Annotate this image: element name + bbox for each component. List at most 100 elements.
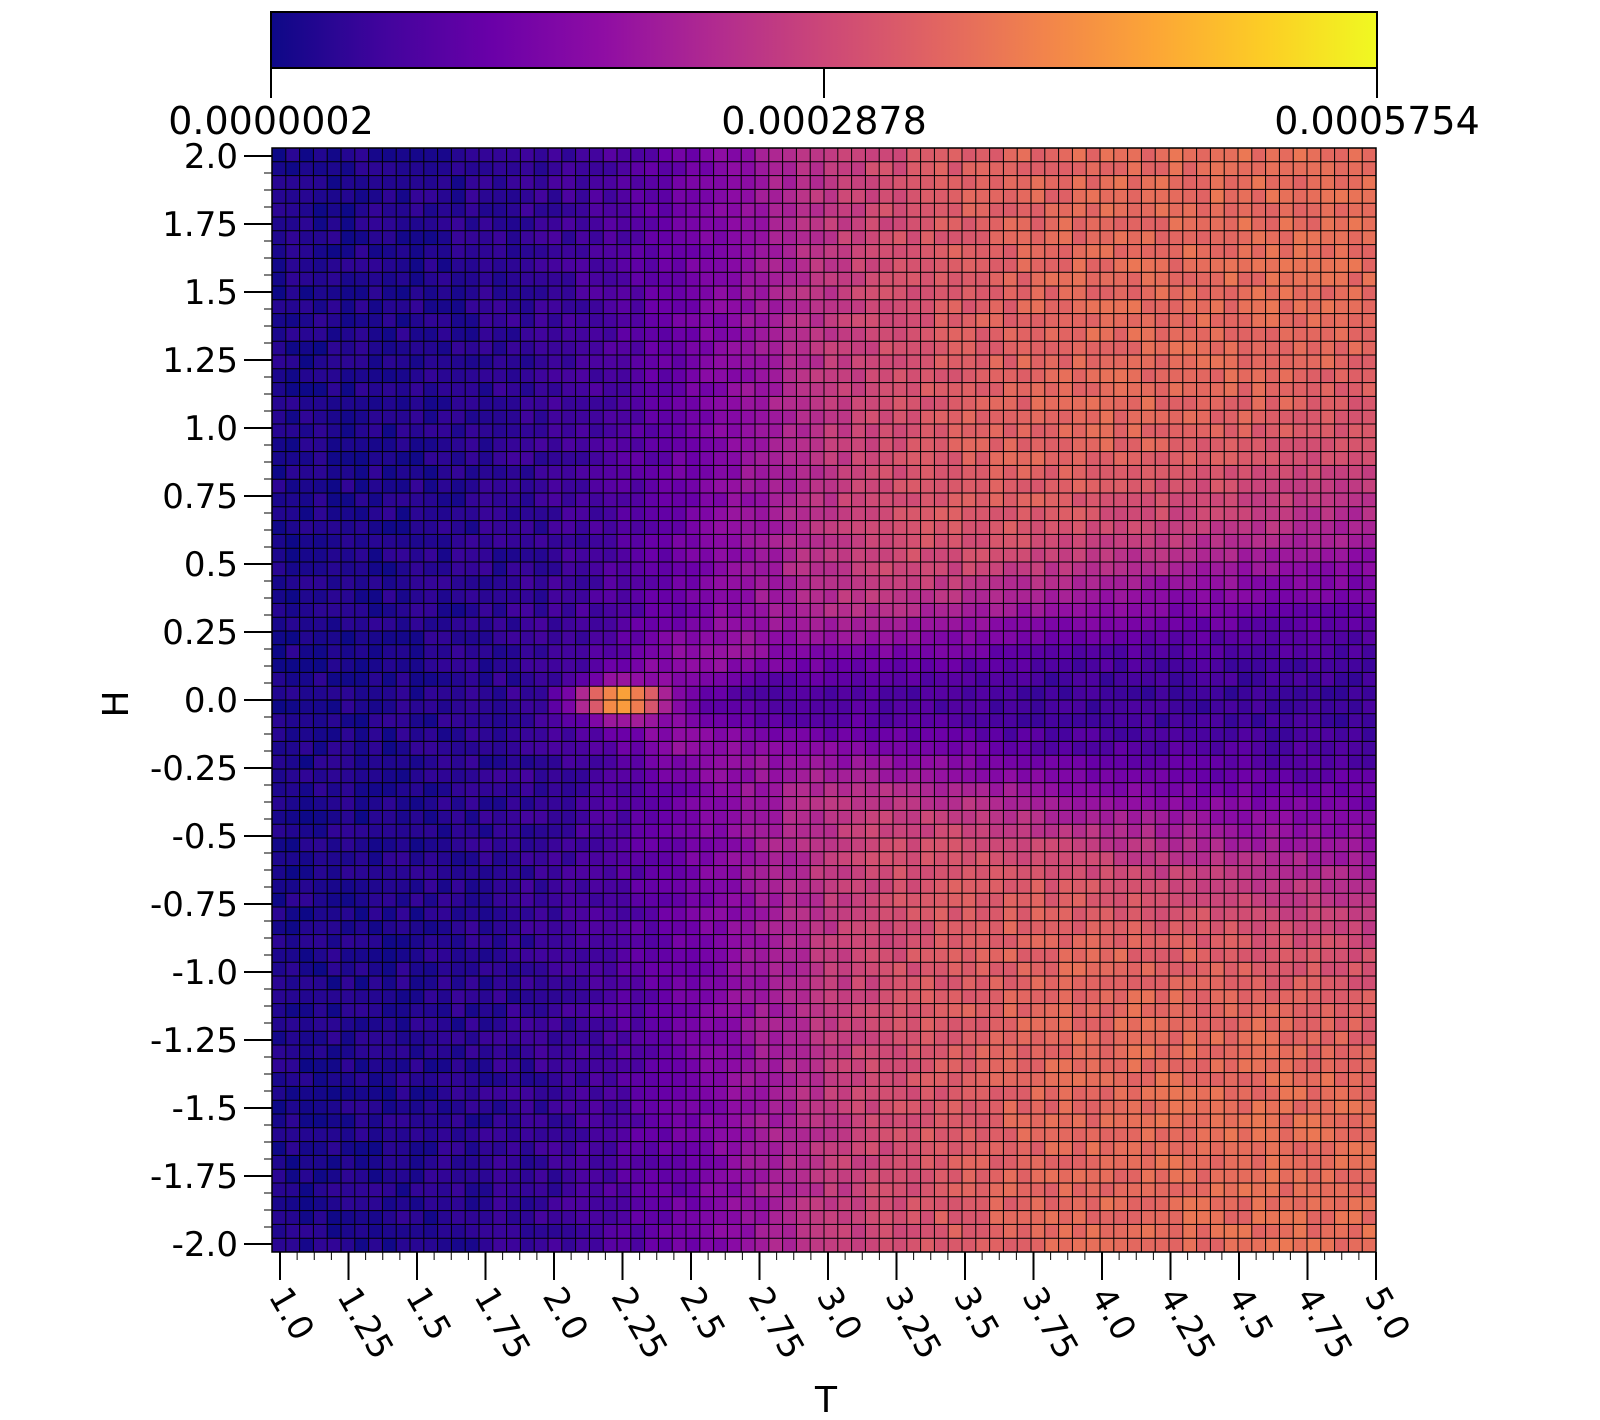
heatmap-cell: [644, 520, 659, 535]
heatmap-cell: [506, 741, 521, 756]
heatmap-cell: [589, 203, 604, 218]
heatmap-cell: [672, 424, 687, 439]
heatmap-cell: [341, 976, 356, 991]
heatmap-cell: [1017, 161, 1032, 176]
heatmap-cell: [824, 700, 839, 715]
heatmap-cell: [1320, 382, 1335, 397]
heatmap-cell: [1265, 368, 1280, 383]
heatmap-cell: [396, 286, 411, 301]
heatmap-cell: [1072, 920, 1087, 935]
heatmap-cell: [1169, 879, 1184, 894]
heatmap-cell: [1279, 976, 1294, 991]
heatmap-cell: [1307, 617, 1322, 632]
heatmap-cell: [851, 989, 866, 1004]
heatmap-cell: [575, 713, 590, 728]
heatmap-cell: [1307, 203, 1322, 218]
heatmap-cell: [1086, 189, 1101, 204]
heatmap-cell: [810, 824, 825, 839]
heatmap-cell: [1307, 451, 1322, 466]
heatmap-cell: [617, 520, 632, 535]
heatmap-cell: [975, 672, 990, 687]
heatmap-cell: [1113, 948, 1128, 963]
heatmap-cell: [630, 272, 645, 287]
heatmap-cell: [865, 161, 880, 176]
heatmap-cell: [1251, 851, 1266, 866]
heatmap-cell: [575, 769, 590, 784]
heatmap-cell: [796, 341, 811, 356]
heatmap-cell: [920, 603, 935, 618]
heatmap-cell: [1182, 161, 1197, 176]
heatmap-cell: [382, 755, 397, 770]
heatmap-cell: [1348, 658, 1363, 673]
heatmap-cell: [1141, 424, 1156, 439]
heatmap-cell: [575, 258, 590, 273]
heatmap-cell: [603, 396, 618, 411]
heatmap-cell: [658, 161, 673, 176]
heatmap-cell: [1141, 575, 1156, 590]
heatmap-cell: [1334, 658, 1349, 673]
heatmap-cell: [989, 782, 1004, 797]
heatmap-cell: [962, 824, 977, 839]
heatmap-cell: [630, 451, 645, 466]
heatmap-cell: [285, 299, 300, 314]
heatmap-cell: [1127, 893, 1142, 908]
heatmap-cell: [1127, 631, 1142, 646]
heatmap-cell: [423, 907, 438, 922]
heatmap-cell: [1100, 230, 1115, 245]
heatmap-cell: [1279, 589, 1294, 604]
heatmap-cell: [962, 272, 977, 287]
heatmap-cell: [368, 368, 383, 383]
heatmap-cell: [396, 755, 411, 770]
heatmap-cell: [865, 782, 880, 797]
heatmap-cell: [603, 286, 618, 301]
heatmap-cell: [1362, 327, 1377, 342]
heatmap-cell: [1182, 865, 1197, 880]
heatmap-cell: [1320, 727, 1335, 742]
heatmap-cell: [1003, 948, 1018, 963]
heatmap-cell: [465, 962, 480, 977]
heatmap-cell: [1224, 865, 1239, 880]
heatmap-cell: [382, 713, 397, 728]
heatmap-cell: [1238, 299, 1253, 314]
heatmap-cell: [1210, 217, 1225, 232]
heatmap-cell: [410, 824, 425, 839]
heatmap-cell: [1017, 244, 1032, 259]
heatmap-cell: [962, 355, 977, 370]
heatmap-cell: [1251, 948, 1266, 963]
heatmap-cell: [837, 382, 852, 397]
heatmap-cell: [975, 424, 990, 439]
heatmap-cell: [699, 437, 714, 452]
heatmap-cell: [1003, 672, 1018, 687]
heatmap-cell: [1127, 465, 1142, 480]
heatmap-cell: [1307, 893, 1322, 908]
heatmap-cell: [865, 727, 880, 742]
heatmap-cell: [837, 934, 852, 949]
heatmap-cell: [672, 631, 687, 646]
heatmap-cell: [1182, 617, 1197, 632]
heatmap-cell: [285, 230, 300, 245]
heatmap-cell: [658, 755, 673, 770]
heatmap-cell: [727, 548, 742, 563]
heatmap-cell: [1293, 217, 1308, 232]
heatmap-cell: [1017, 327, 1032, 342]
heatmap-cell: [313, 534, 328, 549]
heatmap-cell: [1224, 962, 1239, 977]
heatmap-cell: [313, 603, 328, 618]
heatmap-cell: [410, 686, 425, 701]
heatmap-cell: [768, 313, 783, 328]
heatmap-cell: [755, 313, 770, 328]
heatmap-cell: [1072, 741, 1087, 756]
heatmap-cell: [534, 355, 549, 370]
heatmap-cell: [865, 907, 880, 922]
heatmap-cell: [1127, 989, 1142, 1004]
heatmap-cell: [548, 203, 563, 218]
heatmap-cell: [492, 244, 507, 259]
heatmap-cell: [1141, 313, 1156, 328]
heatmap-cell: [1141, 686, 1156, 701]
heatmap-cell: [727, 465, 742, 480]
heatmap-cell: [341, 603, 356, 618]
heatmap-cell: [534, 658, 549, 673]
heatmap-cell: [451, 893, 466, 908]
heatmap-cell: [644, 437, 659, 452]
heatmap-cell: [575, 341, 590, 356]
